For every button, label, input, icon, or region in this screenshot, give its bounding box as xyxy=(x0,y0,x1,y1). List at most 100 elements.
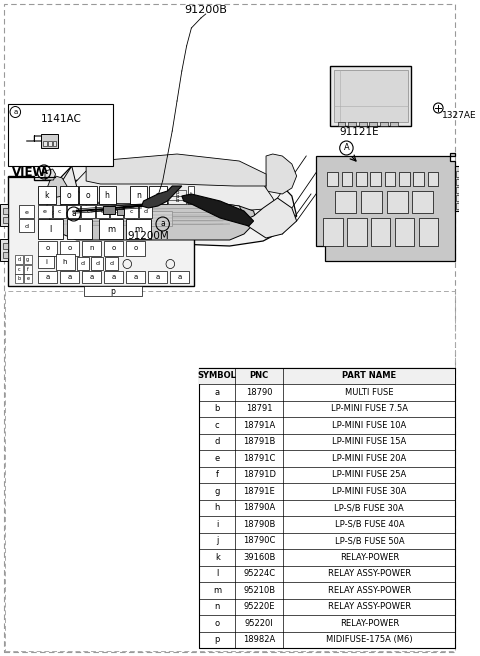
Bar xyxy=(359,122,367,126)
Bar xyxy=(15,265,23,274)
Text: 18790: 18790 xyxy=(246,388,273,397)
Text: RELAY-POWER: RELAY-POWER xyxy=(340,553,399,562)
Text: 18791: 18791 xyxy=(246,404,273,413)
Bar xyxy=(38,271,58,283)
Text: m: m xyxy=(107,224,115,234)
Text: i: i xyxy=(216,520,218,529)
Text: e: e xyxy=(215,454,220,462)
Text: MULTI FUSE: MULTI FUSE xyxy=(345,388,394,397)
Text: l: l xyxy=(49,224,52,234)
Text: d: d xyxy=(115,209,119,214)
Polygon shape xyxy=(58,204,244,231)
Bar xyxy=(348,122,356,126)
Text: o: o xyxy=(68,245,72,251)
Bar xyxy=(19,219,35,232)
Bar xyxy=(139,205,152,218)
Bar xyxy=(149,186,167,204)
Text: b: b xyxy=(175,199,179,203)
Bar xyxy=(384,172,395,186)
Text: c: c xyxy=(86,209,90,214)
Bar xyxy=(130,186,147,204)
Polygon shape xyxy=(62,204,86,213)
Polygon shape xyxy=(48,156,297,246)
Text: e: e xyxy=(43,209,47,214)
Text: 1141AC: 1141AC xyxy=(41,114,82,124)
Text: a: a xyxy=(68,274,72,280)
Bar xyxy=(134,211,172,226)
Text: a: a xyxy=(178,274,182,280)
Bar xyxy=(84,286,142,296)
Text: PNC: PNC xyxy=(250,371,269,380)
Bar xyxy=(372,218,390,246)
Text: g: g xyxy=(215,487,220,496)
Bar xyxy=(456,187,467,193)
Bar xyxy=(56,254,75,270)
Text: n: n xyxy=(215,602,220,611)
Bar xyxy=(38,219,63,239)
Bar xyxy=(3,243,8,249)
Polygon shape xyxy=(222,204,243,216)
Bar xyxy=(371,172,381,186)
Text: RELAY ASSY-POWER: RELAY ASSY-POWER xyxy=(328,602,411,611)
Bar xyxy=(82,271,101,283)
Text: LP-S/B FUSE 50A: LP-S/B FUSE 50A xyxy=(335,536,404,545)
Text: a: a xyxy=(112,274,116,280)
Text: LP-S/B FUSE 30A: LP-S/B FUSE 30A xyxy=(335,503,404,512)
Bar xyxy=(3,252,8,258)
Text: LP-MINI FUSE 10A: LP-MINI FUSE 10A xyxy=(332,420,407,430)
Bar xyxy=(60,186,77,204)
Text: 95220I: 95220I xyxy=(245,619,274,628)
Text: LP-S/B FUSE 40A: LP-S/B FUSE 40A xyxy=(335,520,404,529)
Bar xyxy=(428,172,438,186)
Text: MIDIFUSE-175A (M6): MIDIFUSE-175A (M6) xyxy=(326,635,413,644)
Text: o: o xyxy=(215,619,220,628)
Text: d: d xyxy=(25,224,29,228)
Text: 91200M: 91200M xyxy=(128,231,169,241)
Text: 18791B: 18791B xyxy=(243,438,276,446)
Text: o: o xyxy=(134,245,138,251)
Text: k: k xyxy=(45,190,49,199)
Bar xyxy=(81,205,95,218)
Text: RELAY ASSY-POWER: RELAY ASSY-POWER xyxy=(328,569,411,578)
Bar xyxy=(399,172,409,186)
Bar xyxy=(104,241,123,256)
Text: a: a xyxy=(160,220,165,228)
Text: SYMBOL: SYMBOL xyxy=(198,371,237,380)
Polygon shape xyxy=(8,176,194,286)
Text: m: m xyxy=(135,224,143,234)
Text: LP-MINI FUSE 30A: LP-MINI FUSE 30A xyxy=(332,487,407,496)
Text: a: a xyxy=(134,274,138,280)
Bar xyxy=(419,218,438,246)
Bar xyxy=(456,203,467,209)
Bar xyxy=(41,134,59,148)
Bar xyxy=(24,255,32,264)
Bar xyxy=(124,205,138,218)
Text: a: a xyxy=(46,274,50,280)
Text: e: e xyxy=(26,276,29,281)
Bar xyxy=(98,219,123,239)
Bar xyxy=(188,186,194,204)
Bar xyxy=(79,186,96,204)
Text: c: c xyxy=(129,209,133,214)
Text: 91200B: 91200B xyxy=(184,5,227,15)
Bar xyxy=(15,255,23,264)
Text: 18790A: 18790A xyxy=(243,503,276,512)
Bar xyxy=(0,239,8,261)
Text: 18791D: 18791D xyxy=(243,470,276,480)
Text: A: A xyxy=(344,144,349,152)
Text: d: d xyxy=(100,209,104,214)
Text: d: d xyxy=(215,438,220,446)
Bar xyxy=(395,218,414,246)
Bar xyxy=(168,198,186,204)
Bar xyxy=(38,241,58,256)
Text: n: n xyxy=(90,245,94,251)
Bar xyxy=(370,122,377,126)
Bar xyxy=(334,70,408,122)
Bar xyxy=(168,190,186,196)
Text: o: o xyxy=(46,245,50,251)
Bar xyxy=(96,205,109,218)
Text: 91121E: 91121E xyxy=(340,127,379,137)
Polygon shape xyxy=(72,161,277,212)
Text: p: p xyxy=(110,287,115,295)
Text: 18791C: 18791C xyxy=(243,454,276,462)
